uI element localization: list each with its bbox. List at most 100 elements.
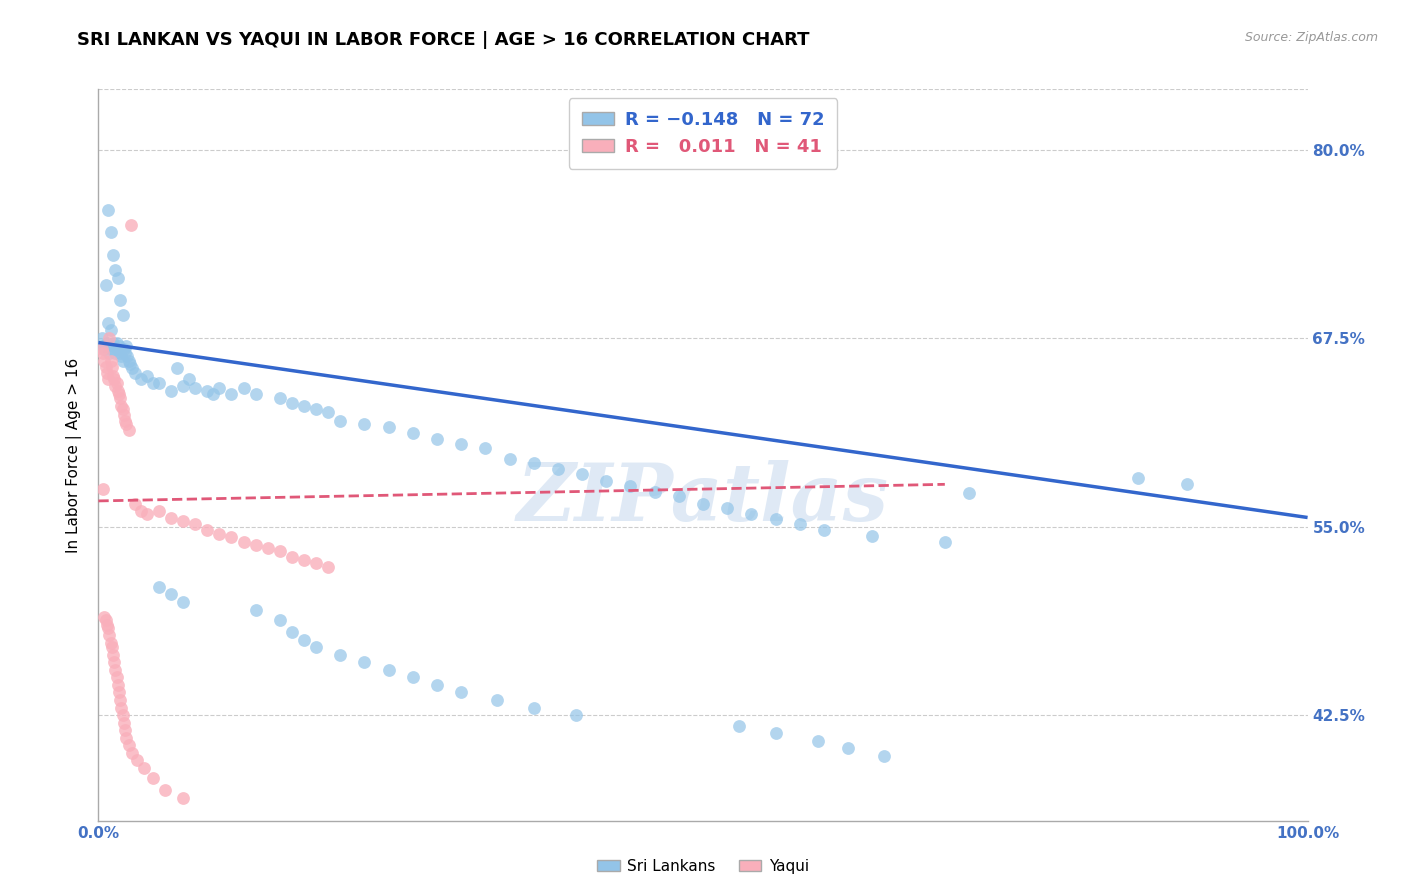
Point [426,432,449,446]
Point [716,501,738,516]
Point [108,338,131,352]
Point [121,746,143,760]
Point [353,655,375,669]
Point [208,527,231,541]
Point [329,648,352,662]
Point [765,726,787,740]
Point [329,414,352,428]
Point [486,693,509,707]
Point [523,700,546,714]
Point [934,534,956,549]
Point [281,625,304,640]
Point [100,353,122,368]
Point [91,482,114,496]
Point [100,640,122,655]
Point [728,718,751,732]
Point [93,342,115,356]
Point [124,366,146,380]
Point [668,489,690,503]
Point [148,580,170,594]
Point [172,791,194,805]
Point [91,342,114,356]
Point [269,392,291,406]
Point [172,379,194,393]
Point [118,353,141,368]
Point [184,381,207,395]
Y-axis label: In Labor Force | Age > 16: In Labor Force | Age > 16 [66,358,83,552]
Point [105,335,128,350]
Point [316,405,339,419]
Point [114,723,136,738]
Point [142,772,165,786]
Point [837,741,859,756]
Point [91,346,114,360]
Point [256,541,278,555]
Point [103,655,125,669]
Point [98,628,121,642]
Point [100,324,122,338]
Point [232,534,254,549]
Point [245,538,267,552]
Point [111,353,134,368]
Point [98,331,121,345]
Point [93,610,115,624]
Point [101,248,124,262]
Point [107,678,129,692]
Point [104,663,127,677]
Point [153,783,176,797]
Point [498,451,520,466]
Point [134,761,156,775]
Point [105,670,128,684]
Point [120,218,142,232]
Text: Source: ZipAtlas.com: Source: ZipAtlas.com [1244,31,1378,45]
Point [789,516,811,531]
Point [692,497,714,511]
Point [450,436,472,450]
Point [104,263,127,277]
Point [107,384,129,398]
Point [142,376,165,391]
Point [957,486,980,500]
Point [96,617,118,632]
Point [450,685,472,699]
Point [765,512,787,526]
Point [100,635,122,649]
Point [96,366,118,380]
Point [426,678,449,692]
Point [111,401,134,416]
Point [97,316,120,330]
Point [104,346,127,360]
Point [860,528,883,542]
Point [1175,477,1198,491]
Point [1128,471,1150,485]
Point [316,560,339,574]
Point [547,462,569,476]
Point [115,338,138,352]
Text: SRI LANKAN VS YAQUI IN LABOR FORCE | AGE > 16 CORRELATION CHART: SRI LANKAN VS YAQUI IN LABOR FORCE | AGE… [77,31,810,49]
Point [112,408,135,422]
Point [91,338,114,352]
Point [118,738,141,752]
Point [115,731,138,745]
Point [807,733,830,747]
Point [94,278,117,293]
Point [108,293,131,308]
Point [135,368,157,383]
Point [208,381,231,395]
Point [115,417,138,431]
Point [112,342,135,356]
Point [245,602,267,616]
Point [353,417,375,431]
Point [100,359,122,374]
Legend: R = −0.148   N = 72, R =   0.011   N = 41: R = −0.148 N = 72, R = 0.011 N = 41 [569,98,837,169]
Point [93,353,115,368]
Point [97,202,120,217]
Point [292,553,315,567]
Point [565,708,588,723]
Point [111,708,134,723]
Point [108,346,131,360]
Point [107,342,129,356]
Point [103,338,125,352]
Point [94,359,117,374]
Point [377,420,399,434]
